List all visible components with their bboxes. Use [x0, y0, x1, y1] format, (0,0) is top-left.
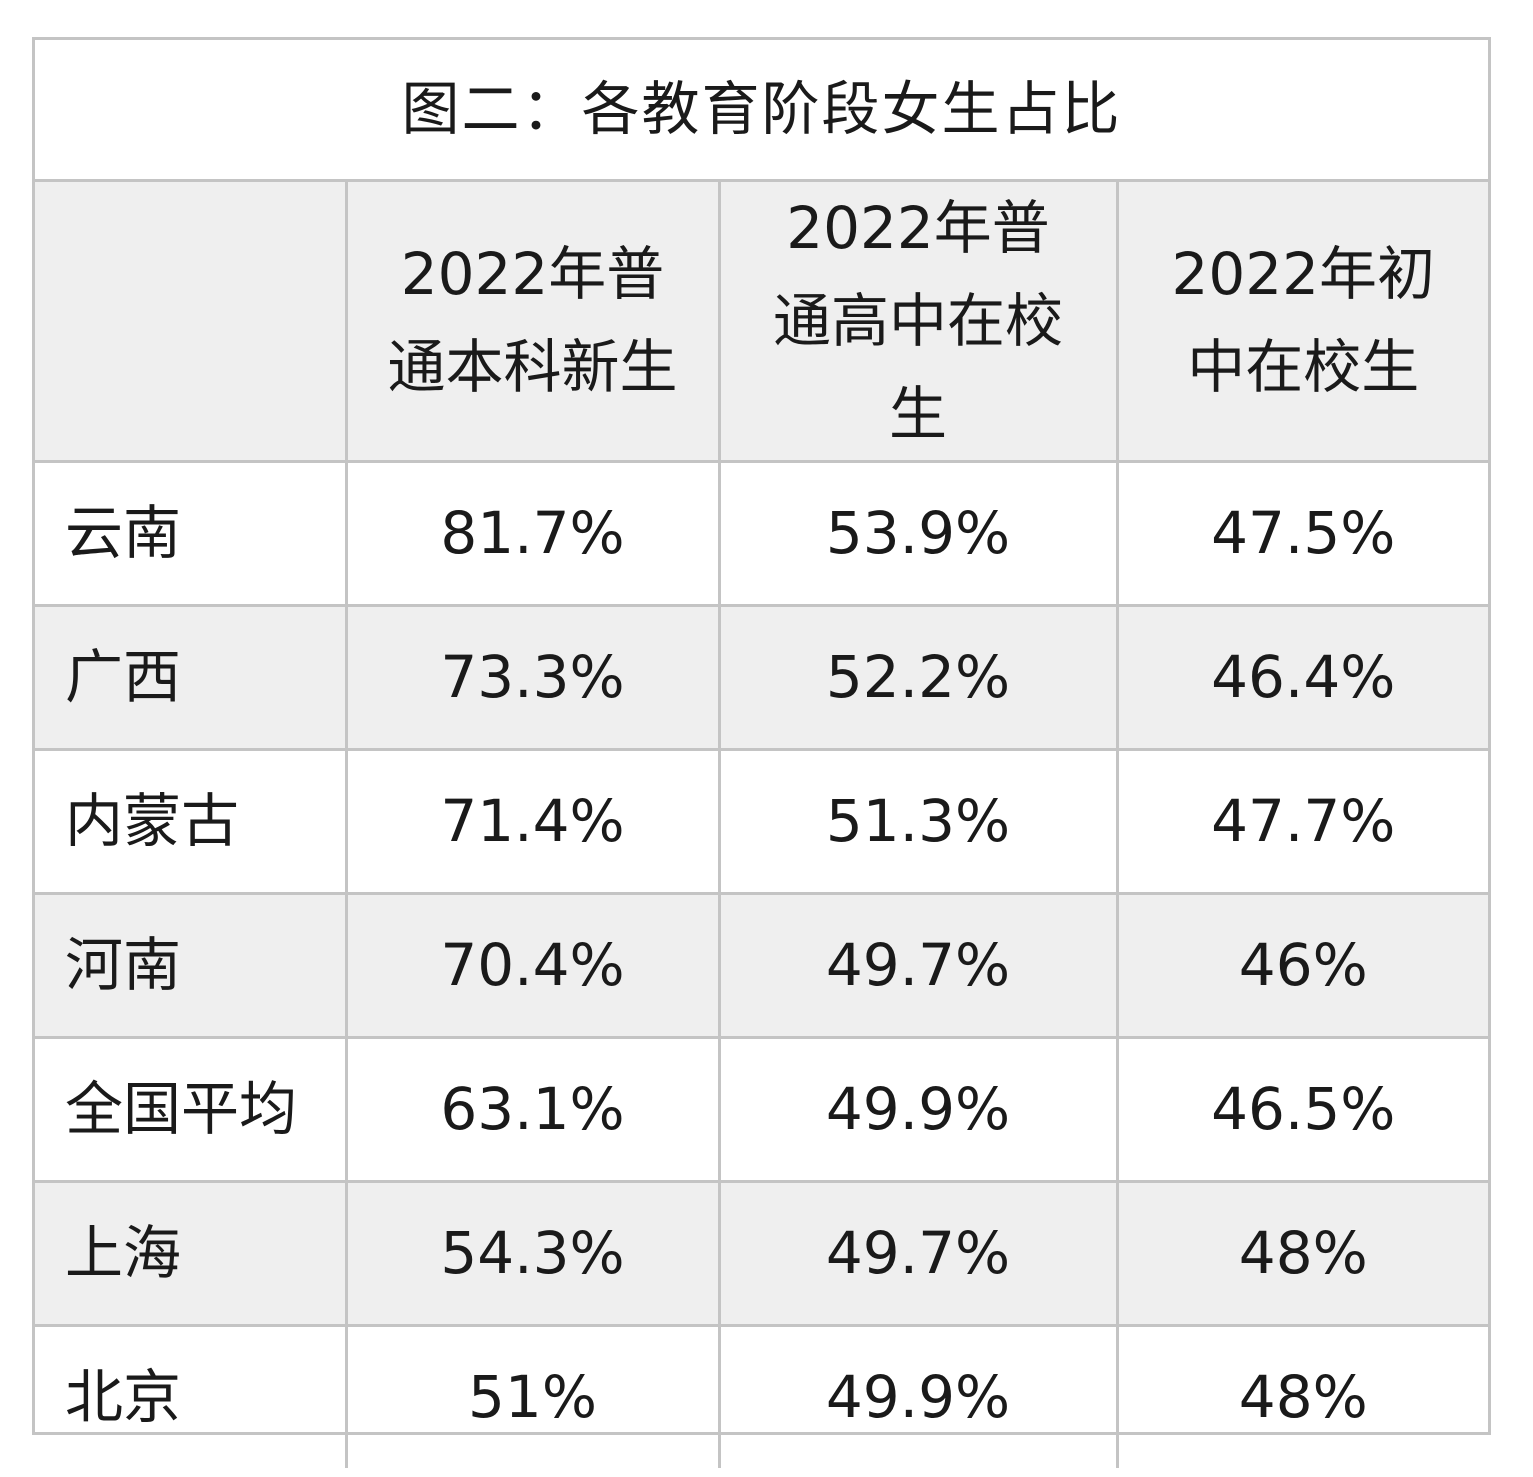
region-cell: 上海	[35, 1180, 348, 1328]
region-cell: 北京	[35, 1324, 348, 1469]
header-cell-empty	[35, 178, 348, 464]
value-cell: 47.7%	[1115, 748, 1489, 896]
value-cell: 54.3%	[344, 1180, 721, 1328]
region-cell: 内蒙古	[35, 748, 348, 896]
value-cell: 49.7%	[717, 1180, 1119, 1328]
value-cell: 46.5%	[1115, 1036, 1489, 1184]
header-label-highschool: 2022年普通高中在校生	[772, 194, 1063, 448]
table-row: 云南 81.7% 53.9% 47.5%	[35, 460, 1489, 608]
table-title: 图二：各教育阶段女生占比	[35, 40, 1489, 182]
header-cell-undergrad: 2022年普通本科新生	[344, 178, 721, 464]
table-header-row: 2022年普通本科新生 2022年普通高中在校生 2022年初中在校生	[35, 178, 1489, 464]
region-cell: 广西	[35, 604, 348, 752]
value-cell: 46%	[1115, 892, 1489, 1040]
value-cell: 49.9%	[717, 1036, 1119, 1184]
table-row: 内蒙古 71.4% 51.3% 47.7%	[35, 748, 1489, 896]
value-cell: 52.2%	[717, 604, 1119, 752]
table-title-row: 图二：各教育阶段女生占比	[35, 40, 1489, 182]
data-table-frame: 图二：各教育阶段女生占比 2022年普通本科新生 2022年普通高中在校生 20…	[32, 37, 1491, 1469]
value-cell: 48%	[1115, 1180, 1489, 1328]
table-row: 上海 54.3% 49.7% 48%	[35, 1180, 1489, 1328]
header-label-middleschool: 2022年初中在校生	[1171, 240, 1436, 402]
table-row: 全国平均 63.1% 49.9% 46.5%	[35, 1036, 1489, 1184]
table-row: 广西 73.3% 52.2% 46.4%	[35, 604, 1489, 752]
header-cell-highschool: 2022年普通高中在校生	[717, 178, 1119, 464]
value-cell: 73.3%	[344, 604, 721, 752]
value-cell: 81.7%	[344, 460, 721, 608]
value-cell: 48%	[1115, 1324, 1489, 1469]
value-cell: 49.7%	[717, 892, 1119, 1040]
header-label-undergrad: 2022年普通本科新生	[387, 240, 678, 402]
value-cell: 46.4%	[1115, 604, 1489, 752]
region-cell: 河南	[35, 892, 348, 1040]
region-cell: 云南	[35, 460, 348, 608]
value-cell: 71.4%	[344, 748, 721, 896]
value-cell: 53.9%	[717, 460, 1119, 608]
female-ratio-table: 图二：各教育阶段女生占比 2022年普通本科新生 2022年普通高中在校生 20…	[35, 40, 1489, 1469]
value-cell: 47.5%	[1115, 460, 1489, 608]
value-cell: 63.1%	[344, 1036, 721, 1184]
region-cell: 全国平均	[35, 1036, 348, 1184]
header-cell-middleschool: 2022年初中在校生	[1115, 178, 1489, 464]
value-cell: 51.3%	[717, 748, 1119, 896]
table-row: 北京 51% 49.9% 48%	[35, 1324, 1489, 1469]
table-row: 河南 70.4% 49.7% 46%	[35, 892, 1489, 1040]
value-cell: 51%	[344, 1324, 721, 1469]
value-cell: 49.9%	[717, 1324, 1119, 1469]
value-cell: 70.4%	[344, 892, 721, 1040]
